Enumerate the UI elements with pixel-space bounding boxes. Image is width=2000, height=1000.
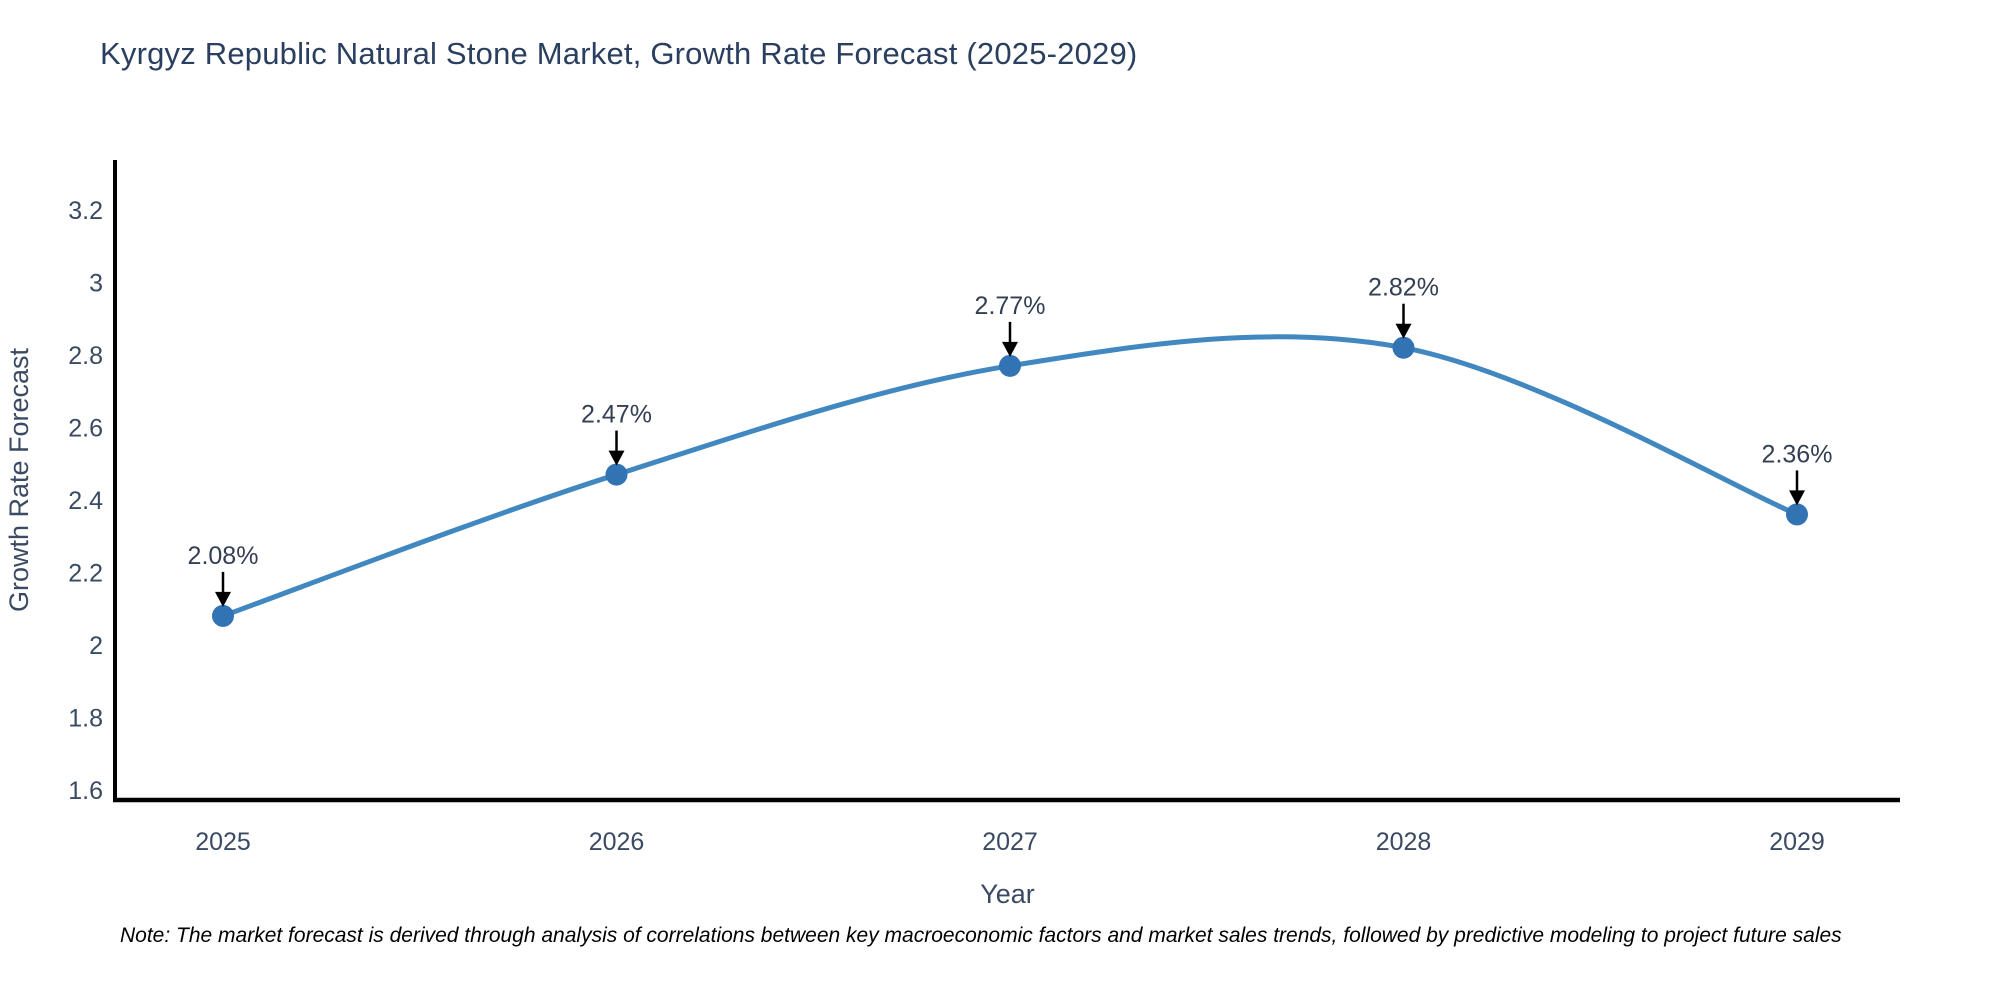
x-tick-label: 2026 (589, 828, 645, 856)
x-tick-label: 2027 (982, 828, 1038, 856)
y-tick-label: 2.4 (68, 487, 103, 515)
annotation-arrow-head-icon (608, 450, 625, 466)
y-tick-label: 3.2 (68, 197, 103, 225)
forecast-line (220, 334, 1800, 619)
y-tick-label: 2 (89, 632, 103, 660)
data-point-marker (1392, 336, 1415, 359)
data-point-marker (1786, 503, 1808, 526)
x-tick-label: 2029 (1769, 828, 1825, 856)
y-tick-label: 3 (89, 269, 103, 297)
x-axis-title: Year (980, 879, 1035, 909)
point-value-label: 2.77% (975, 292, 1046, 320)
y-tick-label: 2.2 (68, 559, 103, 587)
chart-title: Kyrgyz Republic Natural Stone Market, Gr… (100, 36, 1138, 71)
annotation-arrow-head-icon (1789, 490, 1805, 506)
data-point-marker (999, 354, 1021, 377)
annotation-arrow-head-icon (1395, 323, 1412, 339)
y-tick-label: 2.6 (68, 414, 103, 442)
data-point-marker (605, 463, 628, 486)
point-value-label: 2.36% (1762, 440, 1833, 468)
y-tick-label: 1.6 (68, 777, 103, 805)
y-tick-label: 1.8 (68, 704, 103, 732)
point-value-label: 2.47% (581, 401, 652, 429)
y-tick-label: 2.8 (68, 342, 103, 370)
point-value-label: 2.82% (1368, 274, 1439, 302)
footnote: Note: The market forecast is derived thr… (120, 924, 1842, 947)
y-axis-title: Growth Rate Forecast (4, 347, 34, 612)
annotation-arrow-head-icon (215, 591, 231, 607)
data-point-marker (212, 604, 234, 627)
x-tick-label: 2028 (1376, 828, 1432, 856)
annotation-arrow-head-icon (1002, 341, 1018, 357)
x-tick-label: 2025 (195, 828, 251, 856)
point-value-label: 2.08% (188, 542, 259, 570)
